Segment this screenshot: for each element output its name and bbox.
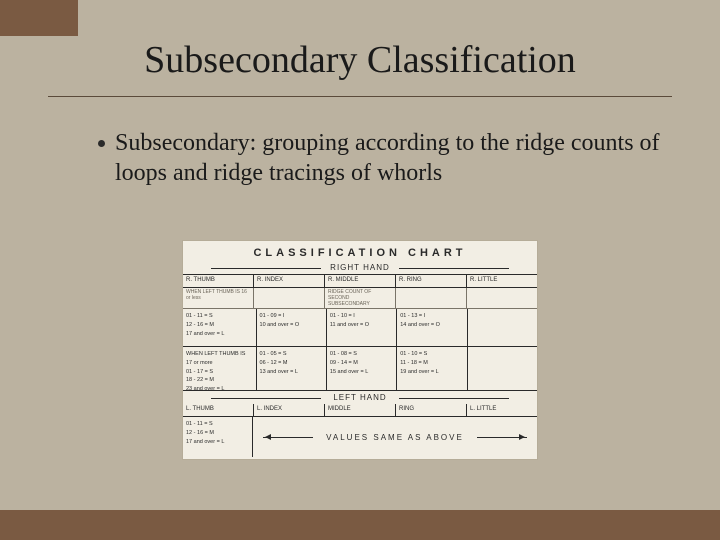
- chart-title: CLASSIFICATION CHART: [183, 241, 537, 261]
- col-header: R. MIDDLE: [325, 275, 396, 287]
- arrow-left-icon: [263, 437, 313, 438]
- cell: 01 - 13 = I 14 and over = O: [397, 309, 467, 346]
- title-divider: [48, 96, 672, 97]
- cell: [468, 347, 537, 390]
- arrow-right-icon: [477, 437, 527, 438]
- left-hand-headers: L. THUMB L. INDEX MIDDLE RING L. LITTLE: [183, 404, 537, 417]
- left-body: 01 - 11 = S 12 - 16 = M 17 and over = L …: [183, 417, 537, 457]
- col-header: R. THUMB: [183, 275, 254, 287]
- col-header: R. INDEX: [254, 275, 325, 287]
- subhead-cell: [254, 288, 325, 308]
- left-thumb-cell: 01 - 11 = S 12 - 16 = M 17 and over = L: [183, 417, 253, 457]
- accent-bar-bottom: [0, 510, 720, 540]
- slide-title: Subsecondary Classification: [0, 38, 720, 82]
- cell: 01 - 08 = S 09 - 14 = M 15 and over = L: [327, 347, 397, 390]
- cell: 01 - 05 = S 06 - 12 = M 13 and over = L: [257, 347, 327, 390]
- bullet-item: Subsecondary: grouping according to the …: [98, 128, 660, 188]
- right-body-2: WHEN LEFT THUMB IS 17 or more 01 - 17 = …: [183, 347, 537, 391]
- values-same-text: VALUES SAME AS ABOVE: [326, 433, 464, 442]
- col-header: RING: [396, 404, 467, 416]
- accent-bar-top: [0, 0, 78, 36]
- classification-chart: CLASSIFICATION CHART RIGHT HAND R. THUMB…: [182, 240, 538, 460]
- col-header: L. THUMB: [183, 404, 254, 416]
- right-hand-label: RIGHT HAND: [183, 261, 537, 274]
- left-hand-label: LEFT HAND: [183, 391, 537, 404]
- cell: 01 - 10 = S 11 - 18 = M 19 and over = L: [397, 347, 467, 390]
- col-header: L. LITTLE: [467, 404, 537, 416]
- subhead-cell: WHEN LEFT THUMB IS 16 or less: [183, 288, 254, 308]
- right-hand-headers: R. THUMB R. INDEX R. MIDDLE R. RING R. L…: [183, 274, 537, 288]
- subhead-cell: [467, 288, 537, 308]
- col-header: MIDDLE: [325, 404, 396, 416]
- bullet-dot: [98, 140, 105, 147]
- subhead-cell: RIDGE COUNT OF SECOND SUBSECONDARY: [325, 288, 396, 308]
- col-header: R. LITTLE: [467, 275, 537, 287]
- col-header: R. RING: [396, 275, 467, 287]
- values-same-cell: VALUES SAME AS ABOVE: [253, 417, 537, 457]
- right-body-1: 01 - 11 = S 12 - 16 = M 17 and over = L …: [183, 309, 537, 347]
- col-header: L. INDEX: [254, 404, 325, 416]
- cell: [468, 309, 537, 346]
- cell: WHEN LEFT THUMB IS 17 or more 01 - 17 = …: [183, 347, 257, 390]
- subhead-cell: [396, 288, 467, 308]
- cell: 01 - 11 = S 12 - 16 = M 17 and over = L: [183, 309, 257, 346]
- cell: 01 - 10 = I 11 and over = O: [327, 309, 397, 346]
- right-subhead: WHEN LEFT THUMB IS 16 or less RIDGE COUN…: [183, 288, 537, 309]
- cell: 01 - 09 = I 10 and over = O: [257, 309, 327, 346]
- bullet-text: Subsecondary: grouping according to the …: [115, 128, 660, 188]
